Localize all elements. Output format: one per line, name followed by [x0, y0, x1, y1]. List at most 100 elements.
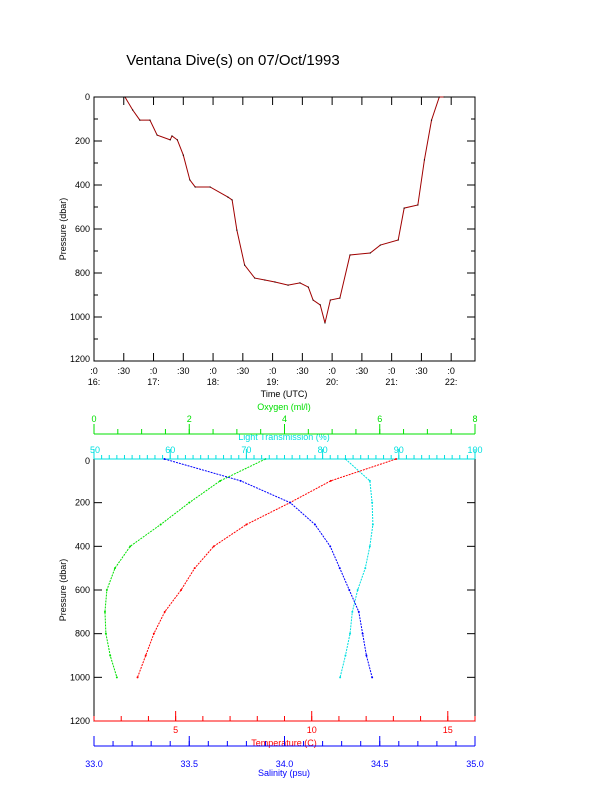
pressure-point	[319, 304, 321, 306]
profile-point-temperature	[329, 479, 332, 482]
profile-point-oxygen	[105, 589, 108, 591]
y-tick-label: 400	[75, 180, 90, 190]
profile-point-light	[368, 545, 371, 548]
pressure-point	[209, 186, 211, 188]
tick-label-light: 70	[241, 445, 251, 455]
tick-label-light: 50	[90, 445, 100, 455]
tick-label-oxygen: 0	[91, 414, 96, 424]
pressure-point	[149, 119, 151, 121]
axis-label-light: Light Transmission (%)	[238, 432, 330, 442]
pressure-point	[349, 254, 351, 256]
profile-point-light	[349, 632, 352, 635]
profile-point-oxygen	[113, 567, 116, 570]
x-tick-label-minute: :0	[388, 366, 396, 376]
pressure-point	[423, 159, 425, 161]
x-tick-label-hour: 17:	[147, 377, 160, 387]
y-tick-label: 1000	[70, 312, 90, 322]
profile-point-temperature	[212, 545, 215, 548]
profile-point-salinity	[329, 545, 332, 548]
y-tick-label: 600	[75, 224, 90, 234]
pressure-point	[379, 244, 381, 246]
profile-point-oxygen	[188, 501, 191, 504]
pressure-point	[287, 284, 289, 286]
pressure-point	[236, 229, 238, 231]
profile-point-salinity	[338, 567, 341, 570]
profile-point-oxygen	[159, 523, 162, 526]
x-tick-label-minute: :30	[415, 366, 428, 376]
x-tick-label-minute: :0	[150, 366, 158, 376]
profile-point-oxygen	[103, 610, 106, 613]
profile-point-salinity	[239, 479, 242, 482]
y-tick-label: 400	[75, 541, 90, 551]
tick-label-temperature: 5	[173, 725, 178, 735]
y-tick-label: 200	[75, 498, 90, 508]
y-tick-label: 200	[75, 136, 90, 146]
profile-point-temperature	[193, 567, 196, 570]
x-tick-label-hour: 20:	[326, 377, 339, 387]
x-tick-label-hour: 16:	[88, 377, 101, 387]
pressure-point	[176, 139, 178, 141]
profile-line-oxygen	[104, 458, 266, 678]
pressure-line	[124, 96, 445, 324]
tick-label-light: 90	[394, 445, 404, 455]
profile-point-temperature	[180, 589, 183, 591]
x-tick-label-minute: :30	[177, 366, 190, 376]
profile-point-temperature	[163, 610, 166, 613]
tick-label-light: 100	[467, 445, 482, 455]
y-axis-label-top: Pressure (dbar)	[58, 198, 68, 261]
pressure-point	[182, 154, 184, 156]
profile-point-oxygen	[129, 545, 132, 548]
tick-label-salinity: 34.5	[371, 759, 389, 769]
x-tick-label-minute: :0	[209, 366, 217, 376]
profile-point-oxygen	[104, 632, 107, 635]
y-tick-label: 800	[75, 629, 90, 639]
pressure-point	[169, 139, 171, 141]
pressure-point	[274, 281, 276, 283]
y-axis-label-bottom: Pressure (dbar)	[58, 559, 68, 622]
pressure-point	[430, 119, 433, 121]
profile-point-temperature	[245, 523, 248, 526]
y-tick-label: 1000	[70, 672, 90, 682]
profile-point-light	[356, 589, 359, 591]
tick-label-salinity: 33.0	[85, 759, 103, 769]
pressure-point	[139, 119, 141, 121]
pressure-point	[264, 279, 266, 281]
y-tick-label: 1200	[70, 354, 90, 364]
y-tick-label: 1200	[70, 716, 90, 726]
pressure-point	[324, 322, 326, 324]
x-axis-label-time: Time (UTC)	[261, 389, 308, 399]
x-tick-label-hour: 22:	[445, 377, 458, 387]
tick-label-salinity: 34.0	[276, 759, 294, 769]
profile-point-light	[371, 501, 374, 504]
profile-line-light	[339, 458, 374, 678]
x-tick-label-hour: 19:	[266, 377, 279, 387]
y-tick-label: 0	[85, 92, 90, 102]
plot-frame-top	[93, 96, 476, 362]
profile-point-salinity	[371, 676, 374, 679]
pressure-point	[369, 252, 371, 254]
pressure-point	[189, 179, 191, 181]
pressure-point	[403, 207, 405, 209]
profile-point-temperature	[144, 654, 147, 657]
profile-point-light	[364, 567, 367, 570]
profile-point-salinity	[357, 610, 360, 613]
tick-label-salinity: 33.5	[180, 759, 198, 769]
pressure-point	[244, 264, 246, 266]
profile-point-oxygen	[115, 676, 118, 679]
pressure-point	[171, 135, 173, 137]
tick-label-oxygen: 2	[187, 414, 192, 424]
tick-label-temperature: 10	[307, 725, 317, 735]
x-tick-label-minute: :30	[296, 366, 309, 376]
pressure-point	[438, 96, 440, 98]
y-tick-label: 800	[75, 268, 90, 278]
pressure-point	[397, 239, 399, 241]
profile-point-temperature	[395, 458, 398, 460]
profile-point-salinity	[365, 654, 368, 657]
profile-point-light	[351, 610, 354, 613]
profile-point-oxygen	[219, 479, 222, 482]
tick-label-light: 60	[165, 445, 175, 455]
x-tick-label-minute: :30	[237, 366, 250, 376]
tick-label-oxygen: 8	[472, 414, 477, 424]
